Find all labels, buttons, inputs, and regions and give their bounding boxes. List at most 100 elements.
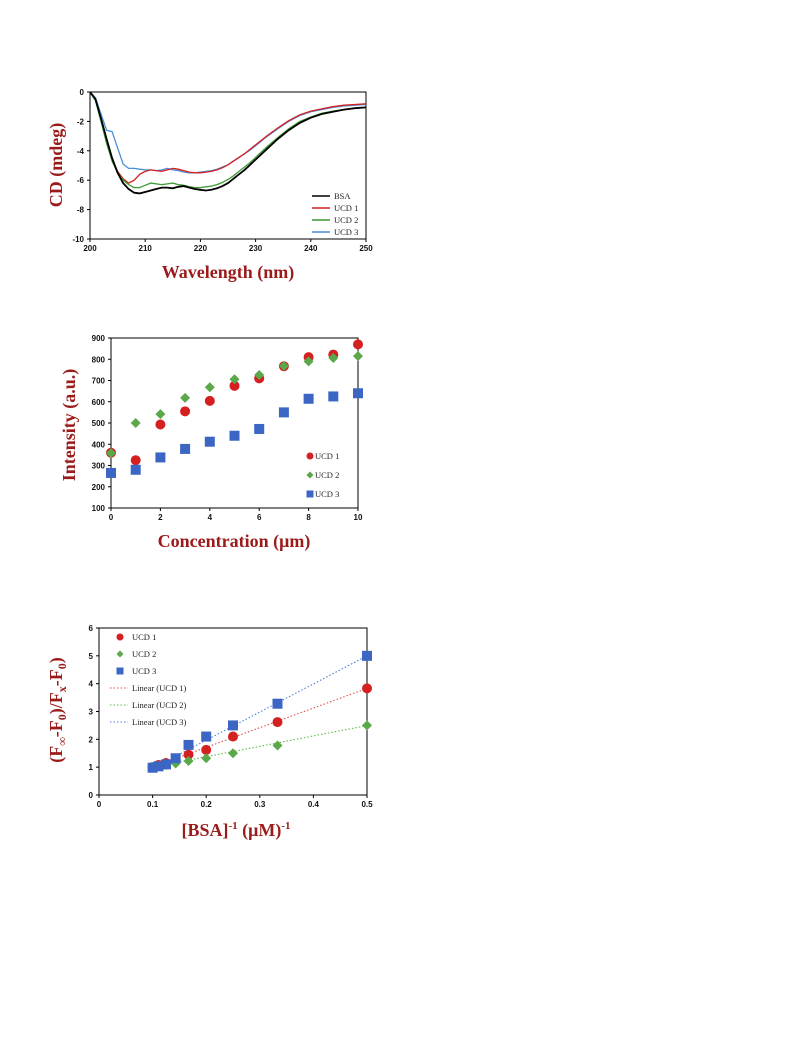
intensity-point-ucd-3 — [328, 391, 339, 402]
reciprocal-point-ucd-2 — [201, 753, 212, 764]
cd-legend-label: BSA — [334, 191, 351, 201]
intensity-legend-marker — [306, 452, 314, 460]
cd-x-tick-label: 210 — [139, 244, 153, 253]
cd-x-tick-label: 250 — [359, 244, 373, 253]
reciprocal-point-ucd-2 — [272, 740, 283, 751]
cd-x-tick-label: 220 — [194, 244, 208, 253]
intensity-legend-label: UCD 2 — [315, 470, 339, 480]
intensity-point-ucd-2 — [130, 418, 141, 428]
intensity-point-ucd-3 — [180, 443, 191, 454]
intensity-point-ucd-3 — [106, 467, 116, 478]
cd-x-tick-label: 200 — [83, 244, 97, 253]
intensity-legend-label: UCD 3 — [315, 489, 339, 499]
cd-chart-ylabel: CD (mdeg) — [46, 123, 67, 207]
intensity-point-ucd-1 — [353, 339, 363, 350]
intensity-legend-marker — [306, 471, 314, 479]
intensity-point-ucd-2 — [180, 392, 191, 403]
reciprocal-point-ucd-3 — [147, 762, 158, 773]
reciprocal-chart-xlabel: [BSA]-1 (μM)-1 — [181, 820, 290, 841]
intensity-point-ucd-3 — [155, 452, 166, 463]
reciprocal-legend-label: UCD 2 — [132, 649, 156, 659]
intensity-point-ucd-3 — [303, 393, 314, 404]
intensity-point-ucd-1 — [180, 406, 191, 417]
cd-y-tick-label: -8 — [77, 206, 85, 215]
intensity-point-ucd-3 — [254, 423, 265, 434]
intensity-legend-marker — [306, 490, 314, 498]
intensity-x-tick-label: 8 — [306, 513, 311, 522]
cd-x-tick-label: 240 — [304, 244, 318, 253]
reciprocal-point-ucd-3 — [183, 739, 194, 750]
cd-series-line-bsa — [89, 91, 367, 195]
reciprocal-x-tick-label: 0.3 — [254, 800, 266, 809]
intensity-y-tick-label: 600 — [92, 398, 106, 407]
intensity-x-tick-label: 4 — [208, 513, 213, 522]
reciprocal-fit-line — [152, 687, 368, 768]
intensity-point-ucd-2 — [353, 351, 363, 362]
reciprocal-point-ucd-3 — [362, 650, 372, 661]
intensity-point-ucd-1 — [229, 380, 240, 391]
cd-x-tick-label: 230 — [249, 244, 263, 253]
intensity-y-tick-label: 700 — [92, 377, 106, 386]
cd-legend-label: UCD 3 — [334, 227, 358, 237]
intensity-point-ucd-2 — [229, 374, 240, 385]
cd-plot-frame — [89, 91, 367, 240]
intensity-x-tick-label: 2 — [158, 513, 163, 522]
intensity-point-ucd-2 — [155, 409, 166, 420]
intensity-y-tick-label: 800 — [92, 355, 106, 364]
intensity-point-ucd-2 — [278, 361, 289, 372]
reciprocal-legend-marker — [116, 650, 124, 658]
intensity-y-tick-label: 100 — [92, 504, 106, 513]
reciprocal-y-tick-label: 1 — [89, 763, 94, 772]
reciprocal-legend-marker — [116, 667, 124, 675]
reciprocal-point-ucd-1 — [201, 744, 212, 755]
intensity-point-ucd-2 — [328, 352, 339, 363]
intensity-y-tick-label: 200 — [92, 483, 106, 492]
cd-y-tick-label: -6 — [77, 176, 85, 185]
intensity-point-ucd-3 — [353, 388, 363, 399]
intensity-chart-ylabel: Intensity (a.u.) — [59, 369, 80, 482]
intensity-point-ucd-3 — [229, 430, 240, 441]
reciprocal-legend-label: UCD 3 — [132, 666, 156, 676]
intensity-y-tick-label: 500 — [92, 419, 106, 428]
intensity-y-tick-label: 900 — [92, 334, 106, 343]
intensity-point-ucd-3 — [278, 407, 289, 418]
reciprocal-y-tick-label: 5 — [89, 652, 94, 661]
reciprocal-y-tick-label: 6 — [89, 624, 94, 633]
reciprocal-legend-label: UCD 1 — [132, 632, 156, 642]
cd-series-line-ucd-1 — [89, 91, 367, 184]
intensity-y-tick-label: 300 — [92, 462, 106, 471]
reciprocal-point-ucd-1 — [228, 731, 238, 742]
reciprocal-point-ucd-2 — [183, 756, 194, 767]
reciprocal-point-ucd-2 — [362, 720, 372, 731]
cd-y-tick-label: 0 — [80, 88, 85, 97]
intensity-point-ucd-3 — [204, 436, 215, 447]
reciprocal-point-ucd-3 — [201, 731, 212, 742]
reciprocal-y-tick-label: 3 — [89, 708, 94, 717]
reciprocal-legend-label: Linear (UCD 2) — [132, 700, 186, 710]
cd-legend-label: UCD 1 — [334, 203, 358, 213]
cd-y-tick-label: -10 — [72, 235, 84, 244]
reciprocal-y-tick-label: 2 — [89, 735, 94, 744]
reciprocal-point-ucd-1 — [362, 683, 372, 694]
intensity-point-ucd-1 — [130, 455, 141, 466]
reciprocal-point-ucd-3 — [161, 759, 171, 770]
intensity-point-ucd-2 — [303, 356, 314, 367]
intensity-point-ucd-2 — [204, 382, 215, 393]
intensity-x-tick-label: 0 — [109, 513, 114, 522]
cd-series-line-ucd-2 — [89, 91, 367, 189]
reciprocal-x-tick-label: 0.1 — [147, 800, 159, 809]
reciprocal-x-tick-label: 0.2 — [201, 800, 213, 809]
cd-chart-xlabel: Wavelength (nm) — [162, 262, 295, 283]
reciprocal-point-ucd-3 — [272, 698, 283, 709]
reciprocal-point-ucd-3 — [228, 720, 238, 731]
reciprocal-legend-marker — [116, 633, 124, 641]
intensity-point-ucd-2 — [254, 369, 265, 380]
intensity-x-tick-label: 10 — [354, 513, 363, 522]
intensity-point-ucd-1 — [155, 419, 166, 430]
intensity-chart-xlabel: Concentration (μm) — [158, 531, 311, 552]
intensity-x-tick-label: 6 — [257, 513, 262, 522]
reciprocal-x-tick-label: 0.5 — [361, 800, 373, 809]
reciprocal-chart: (F∞-F0)/Fx-F0) [BSA]-1 (μM)-1 0 0.1 0.2 0.3… — [46, 624, 373, 841]
intensity-point-ucd-1 — [204, 395, 215, 406]
reciprocal-point-ucd-1 — [183, 749, 194, 760]
